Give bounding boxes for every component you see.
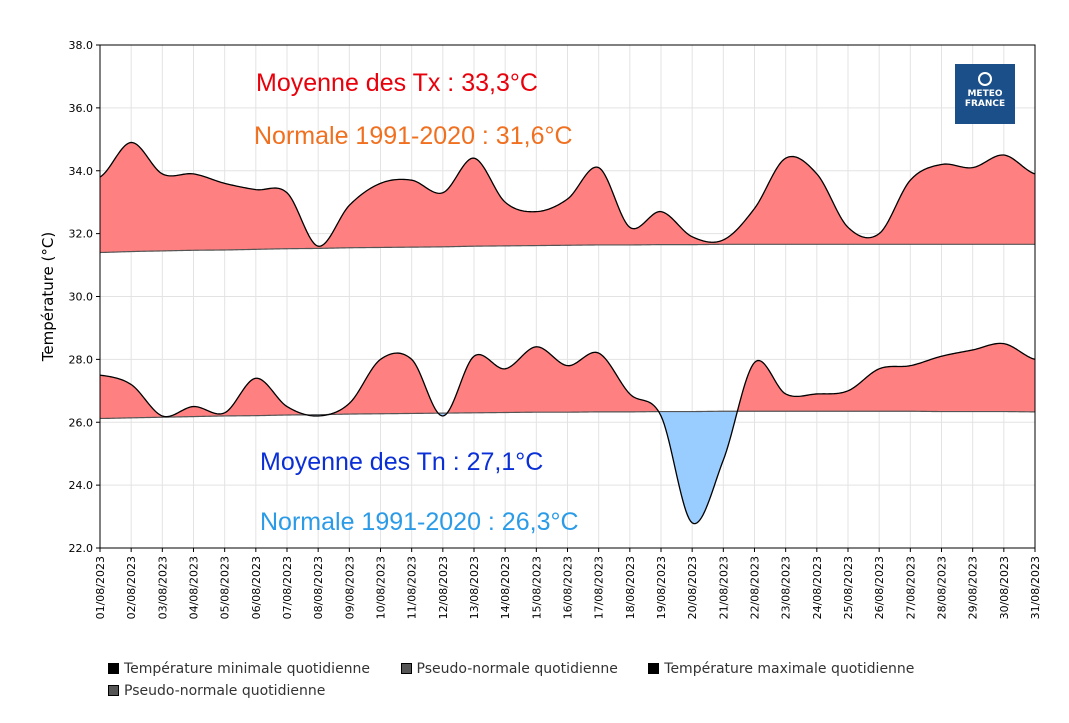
x-tick-label: 04/08/2023: [188, 556, 201, 619]
legend-item: Température minimale quotidienne: [108, 661, 370, 677]
x-tick-label: 03/08/2023: [156, 556, 169, 619]
legend-item: Pseudo-normale quotidienne: [108, 683, 325, 699]
x-tick-label: 05/08/2023: [219, 556, 232, 619]
x-tick-label: 09/08/2023: [343, 556, 356, 619]
logo-line2: FRANCE: [964, 99, 1006, 109]
legend-swatch: [108, 685, 119, 696]
legend-item: Pseudo-normale quotidienne: [400, 661, 618, 677]
annotation-text: Normale 1991-2020 : 26,3°C: [260, 508, 579, 536]
annotation-text: Normale 1991-2020 : 31,6°C: [254, 122, 573, 150]
x-tick-label: 19/08/2023: [655, 556, 668, 619]
tmin-line: [99, 342, 1036, 525]
x-tick-label: 23/08/2023: [780, 556, 793, 619]
y-tick-label: 30.0: [69, 291, 94, 304]
x-tick-label: 16/08/2023: [562, 556, 575, 619]
x-tick-label: 01/08/2023: [94, 556, 107, 619]
legend-swatch: [400, 663, 412, 674]
y-tick-label: 32.0: [69, 228, 94, 241]
y-tick-label: 22.0: [69, 542, 94, 555]
x-tick-label: 12/08/2023: [437, 556, 450, 619]
meteo-france-logo: METEO FRANCE: [955, 64, 1015, 124]
y-tick-label: 38.0: [69, 39, 94, 52]
y-axis-label: Température (°C): [39, 232, 57, 362]
y-tick-label: 34.0: [69, 165, 94, 178]
x-tick-label: 25/08/2023: [842, 556, 855, 619]
tmax-above-normal-area: [100, 142, 1035, 253]
x-tick-label: 10/08/2023: [375, 556, 388, 619]
x-tick-label: 08/08/2023: [312, 556, 325, 619]
x-tick-label: 14/08/2023: [499, 556, 512, 619]
x-tick-label: 27/08/2023: [904, 556, 917, 619]
x-tick-label: 20/08/2023: [686, 556, 699, 619]
legend-swatch: [108, 663, 119, 674]
tmax-line: [99, 141, 1036, 247]
x-tick-label: 22/08/2023: [749, 556, 762, 619]
x-tick-label: 24/08/2023: [811, 556, 824, 619]
x-tick-label: 18/08/2023: [624, 556, 637, 619]
x-tick-label: 26/08/2023: [873, 556, 886, 619]
x-tick-label: 29/08/2023: [967, 556, 980, 619]
annotation-text: Moyenne des Tx : 33,3°C: [256, 69, 538, 97]
y-tick-label: 36.0: [69, 102, 94, 115]
x-tick-label: 02/08/2023: [125, 556, 138, 619]
x-tick-label: 07/08/2023: [281, 556, 294, 619]
legend-label: Pseudo-normale quotidienne: [416, 661, 618, 677]
tmin-normal-line: [99, 410, 1036, 420]
y-tick-label: 24.0: [69, 479, 94, 492]
legend-swatch: [648, 663, 660, 674]
annotation-text: Moyenne des Tn : 27,1°C: [260, 448, 543, 476]
tmin-above-normal-area: [100, 343, 1035, 419]
x-tick-label: 11/08/2023: [406, 556, 419, 619]
chart-legend: Température minimale quotidienne Pseudo-…: [108, 661, 1008, 705]
x-tick-label: 15/08/2023: [530, 556, 543, 619]
x-tick-label: 28/08/2023: [936, 556, 949, 619]
legend-label: Température minimale quotidienne: [124, 661, 371, 677]
y-tick-label: 28.0: [69, 353, 94, 366]
x-tick-label: 17/08/2023: [593, 556, 606, 619]
legend-item: Température maximale quotidienne: [648, 661, 914, 677]
tmax-normal-line: [99, 243, 1035, 254]
y-tick-label: 26.0: [69, 416, 94, 429]
legend-label: Température maximale quotidienne: [664, 661, 915, 677]
x-tick-label: 30/08/2023: [998, 556, 1011, 619]
logo-line1: METEO: [967, 89, 1003, 99]
legend-label: Pseudo-normale quotidienne: [124, 683, 326, 699]
x-tick-label: 21/08/2023: [717, 556, 730, 619]
x-tick-label: 06/08/2023: [250, 556, 263, 619]
x-tick-label: 13/08/2023: [468, 556, 481, 619]
x-tick-label: 31/08/2023: [1029, 556, 1042, 619]
meteo-france-logo-icon: [978, 72, 992, 86]
